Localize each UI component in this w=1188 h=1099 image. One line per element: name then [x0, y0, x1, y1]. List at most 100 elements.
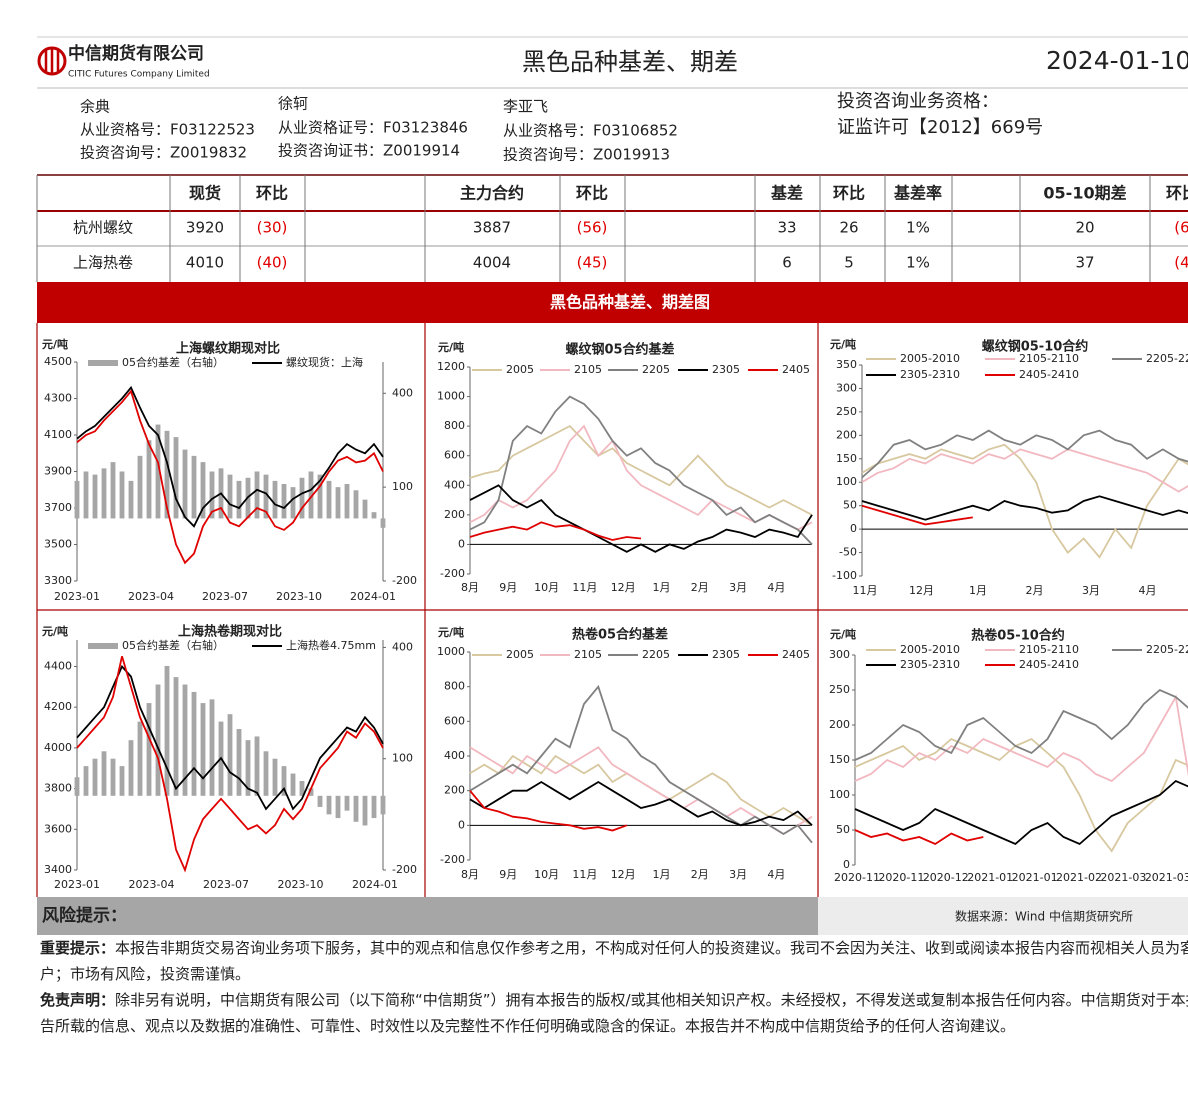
- bar: [173, 437, 179, 519]
- bar: [74, 777, 80, 796]
- charts: 3300350037003900410043004500-20010040020…: [36, 323, 1188, 897]
- y-tick-label: 4300: [44, 392, 72, 405]
- x-tick-label: 11月: [853, 584, 878, 597]
- x-tick-label: 9月: [499, 581, 517, 594]
- x-tick-label: 2021-01: [1012, 871, 1058, 884]
- x-tick-label: 2024-01: [352, 878, 398, 891]
- bar: [137, 721, 143, 796]
- legend-label: 2305-2310: [900, 658, 960, 671]
- x-tick-label: 2023-10: [278, 878, 324, 891]
- table-cell: 3920: [186, 219, 224, 237]
- x-tick-label: 2023-10: [276, 590, 322, 603]
- bar: [164, 665, 170, 796]
- y-tick-label: 1200: [437, 360, 465, 373]
- logo-en: CITIC Futures Company Limited: [68, 70, 210, 80]
- y-tick-label: 0: [458, 818, 465, 831]
- bar: [191, 691, 197, 796]
- x-tick-label: 9月: [499, 868, 517, 881]
- table-cell: 1%: [906, 254, 930, 272]
- x-tick-label: 2023-07: [202, 590, 248, 603]
- bar: [146, 703, 152, 796]
- legend-label: 2305-2310: [900, 368, 960, 381]
- bar: [128, 480, 134, 519]
- legend-label: 2005-2010: [900, 643, 960, 656]
- banner: [37, 282, 1188, 323]
- bar: [119, 471, 125, 519]
- bar: [272, 758, 278, 796]
- series-line: [854, 829, 984, 846]
- bar: [119, 766, 125, 796]
- bar: [272, 480, 278, 519]
- table-header: 环比: [576, 184, 608, 203]
- bar: [137, 455, 143, 519]
- bar: [263, 751, 269, 796]
- bar: [344, 484, 350, 519]
- report-date: 2024-01-10: [1046, 46, 1188, 75]
- bar: [101, 751, 107, 796]
- y-tick-label: 250: [836, 405, 857, 418]
- x-tick-label: 11月: [572, 581, 597, 594]
- bar: [110, 758, 116, 796]
- table-cell: (30): [257, 219, 288, 237]
- bar: [227, 474, 233, 519]
- x-tick-label: 2021-02: [1056, 871, 1102, 884]
- y-tick-label: 400: [444, 749, 465, 762]
- table-cell: 4004: [473, 254, 511, 272]
- bar: [155, 684, 161, 796]
- report-title: 黑色品种基差、期差: [522, 48, 738, 76]
- series-layer: [854, 688, 1188, 853]
- bar: [299, 477, 305, 519]
- table-cell: 26: [839, 219, 858, 237]
- y-tick-label: 3900: [44, 465, 72, 478]
- para-text: 除非另有说明，中信期货有限公司（以下简称“中信期货”）拥有本报告的版权/或其他相…: [40, 991, 1188, 1035]
- risk-bar: [37, 897, 818, 935]
- row-label: 杭州螺纹: [73, 219, 133, 237]
- bar: [335, 795, 341, 819]
- bar: [209, 471, 215, 519]
- bar: [344, 795, 350, 811]
- x-tick-label: 1月: [653, 868, 671, 881]
- bar: [236, 729, 242, 796]
- para-text: 本报告非期货交易咨询业务项下服务，其中的观点和信息仅作参考之用，不构成对任何人的…: [40, 939, 1188, 983]
- y-tick-label: 3300: [44, 574, 72, 587]
- series-line: [854, 779, 1188, 846]
- bar: [290, 773, 296, 796]
- y-tick-label: 300: [836, 381, 857, 394]
- bar: [380, 795, 386, 815]
- x-tick-label: 3月: [729, 581, 747, 594]
- row-label: 上海热卷: [73, 254, 133, 272]
- series-line: [861, 495, 1188, 521]
- bar: [380, 518, 386, 528]
- y-tick-label: 0: [843, 858, 850, 871]
- para-label: 重要提示：: [40, 939, 116, 957]
- bar: [227, 714, 233, 796]
- legend-label: 2105-2110: [1019, 643, 1079, 656]
- x-tick-label: 4月: [767, 581, 785, 594]
- source-bar: [818, 897, 1188, 935]
- series-line: [469, 424, 813, 531]
- bar: [182, 684, 188, 796]
- y-tick-label: 4400: [44, 659, 72, 672]
- series-layer: [74, 656, 386, 873]
- banner-text: 黑色品种基差、期差图: [550, 293, 710, 312]
- chart-title: 上海螺纹期现对比: [176, 341, 280, 357]
- series-line: [469, 424, 813, 516]
- y2-tick-label: 400: [392, 640, 413, 653]
- disclaimer: 重要提示：本报告非期货交易咨询业务项下服务，其中的观点和信息仅作参考之用，不构成…: [40, 935, 1188, 1039]
- y-tick-label: 800: [444, 419, 465, 432]
- series-layer: [469, 684, 813, 844]
- x-tick-label: 4月: [1139, 584, 1157, 597]
- bar: [164, 430, 170, 519]
- bar: [101, 468, 107, 519]
- series-line: [469, 395, 813, 546]
- y-tick-label: 200: [444, 508, 465, 521]
- logo-mark: [44, 48, 60, 74]
- y-tick-label: 50: [836, 823, 850, 836]
- analyst-name: 余典: [80, 98, 110, 116]
- table-cell: 37: [1075, 254, 1094, 272]
- legend-label: 2005: [506, 363, 534, 376]
- legend-swatch: [88, 360, 118, 366]
- y-tick-label: 4200: [44, 700, 72, 713]
- table-header: 05-10期差: [1043, 184, 1126, 203]
- legend-label: 2305: [712, 363, 740, 376]
